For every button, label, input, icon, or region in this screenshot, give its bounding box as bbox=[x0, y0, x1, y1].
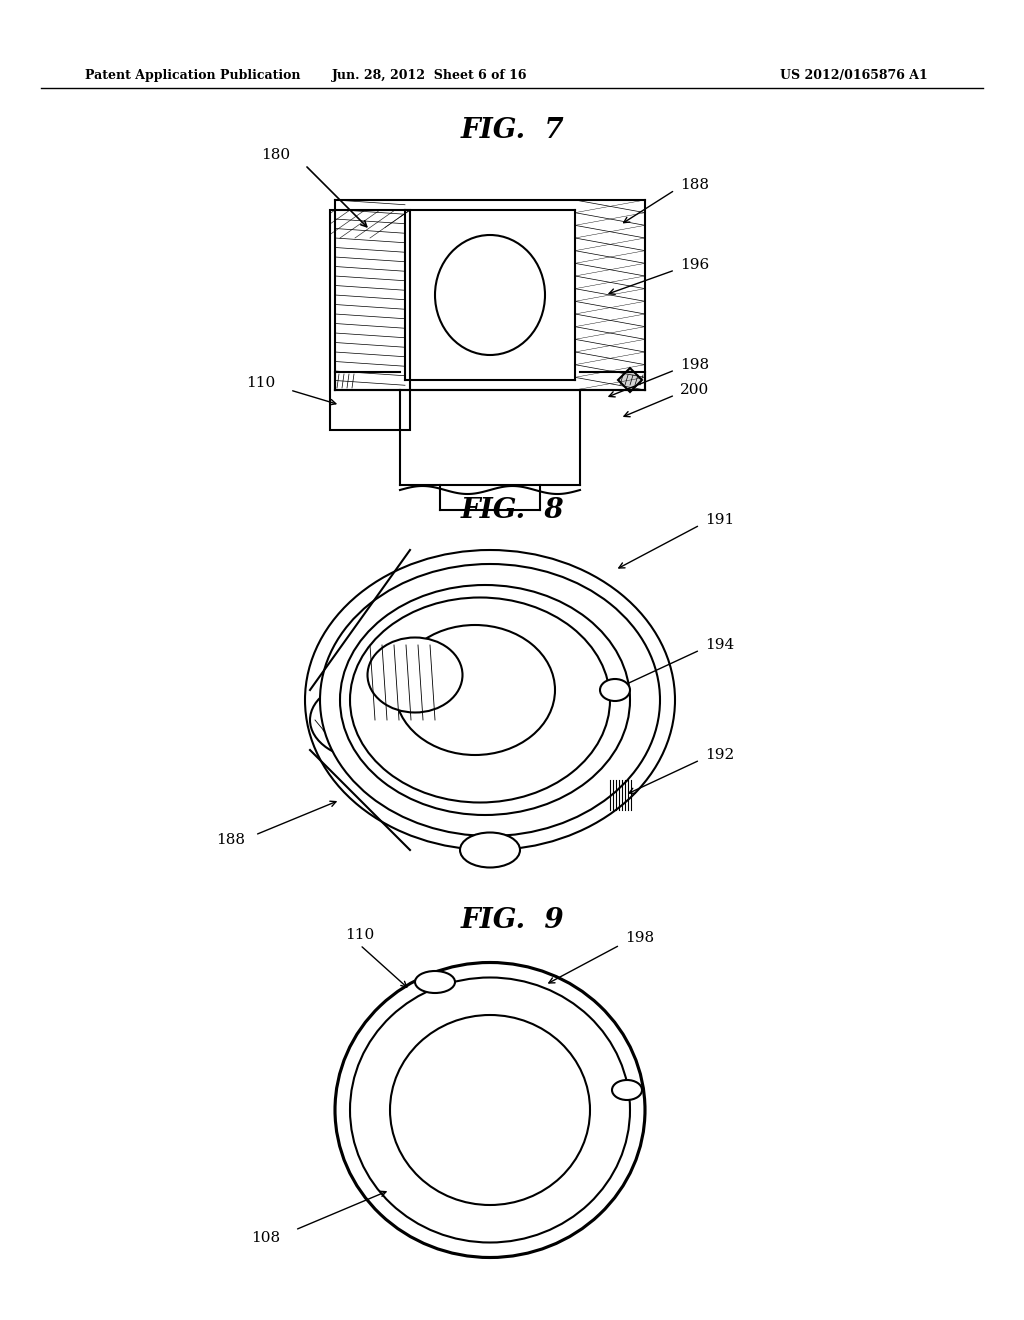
Text: 188: 188 bbox=[216, 833, 245, 847]
Ellipse shape bbox=[335, 962, 645, 1258]
Text: US 2012/0165876 A1: US 2012/0165876 A1 bbox=[780, 69, 928, 82]
Ellipse shape bbox=[340, 585, 630, 814]
Text: 192: 192 bbox=[705, 748, 734, 762]
Polygon shape bbox=[618, 368, 642, 392]
Ellipse shape bbox=[390, 1015, 590, 1205]
Ellipse shape bbox=[319, 564, 660, 836]
Ellipse shape bbox=[612, 1080, 642, 1100]
Text: 198: 198 bbox=[680, 358, 710, 372]
Ellipse shape bbox=[460, 833, 520, 867]
Text: FIG.  9: FIG. 9 bbox=[460, 907, 564, 933]
Text: 108: 108 bbox=[251, 1232, 280, 1245]
Text: Jun. 28, 2012  Sheet 6 of 16: Jun. 28, 2012 Sheet 6 of 16 bbox=[332, 69, 527, 82]
Text: 194: 194 bbox=[705, 638, 734, 652]
Ellipse shape bbox=[435, 235, 545, 355]
Ellipse shape bbox=[305, 550, 675, 850]
Text: FIG.  7: FIG. 7 bbox=[460, 116, 564, 144]
Text: Patent Application Publication: Patent Application Publication bbox=[85, 69, 300, 82]
Text: 196: 196 bbox=[680, 257, 710, 272]
Text: 110: 110 bbox=[246, 376, 275, 389]
Ellipse shape bbox=[350, 598, 610, 803]
Text: FIG.  8: FIG. 8 bbox=[460, 496, 564, 524]
Text: 180: 180 bbox=[261, 148, 290, 162]
Text: 110: 110 bbox=[345, 928, 375, 942]
Text: 200: 200 bbox=[680, 383, 710, 397]
Text: 188: 188 bbox=[680, 178, 709, 191]
Text: 191: 191 bbox=[705, 513, 734, 527]
Ellipse shape bbox=[368, 638, 463, 713]
Bar bbox=[330, 210, 410, 430]
Ellipse shape bbox=[395, 624, 555, 755]
Ellipse shape bbox=[600, 678, 630, 701]
Ellipse shape bbox=[415, 972, 455, 993]
Text: 198: 198 bbox=[625, 931, 654, 945]
Ellipse shape bbox=[350, 978, 630, 1242]
